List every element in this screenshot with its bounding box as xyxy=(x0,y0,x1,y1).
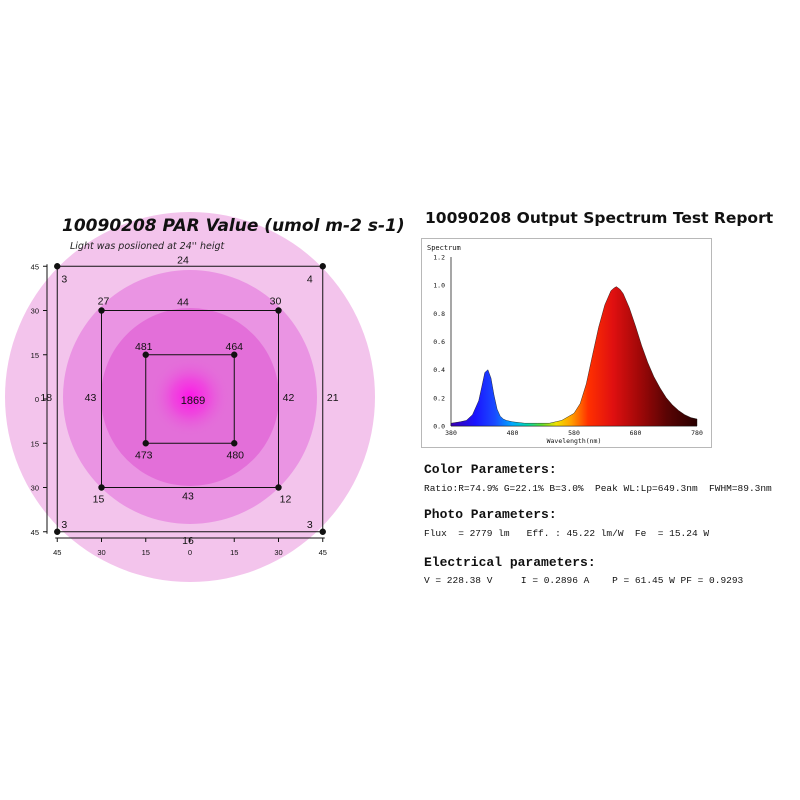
par-point xyxy=(54,263,61,270)
spectrum-y-tick-label: 0.0 xyxy=(433,423,445,431)
par-edge-label: 24 xyxy=(177,254,189,266)
par-y-tick-label: 0 xyxy=(35,395,39,404)
spectrum-x-tick-label: 780 xyxy=(691,429,703,437)
par-point xyxy=(231,440,238,447)
spectrum-y-tick-label: 0.4 xyxy=(433,366,445,374)
spectrum-y-tick-label: 1.0 xyxy=(433,282,445,290)
electrical-parameters-line: V = 228.38 V I = 0.2896 A P = 61.45 W PF… xyxy=(424,575,744,586)
par-y-tick-label: 15 xyxy=(31,351,39,360)
par-x-tick-label: 45 xyxy=(319,548,327,557)
par-chart-subtitle: Light was posiioned at 24'' heigt xyxy=(70,241,225,252)
par-value-label: 30 xyxy=(270,296,282,308)
spectrum-y-label: Spectrum xyxy=(427,244,461,252)
electrical-parameters-heading: Electrical parameters: xyxy=(424,555,596,570)
par-y-tick-label: 30 xyxy=(31,307,39,316)
par-y-tick-label: 15 xyxy=(31,439,39,448)
spectrum-title: 10090208 Output Spectrum Test Report xyxy=(425,209,774,227)
par-point xyxy=(54,528,61,535)
par-center-glow xyxy=(150,357,230,437)
par-edge-label: 42 xyxy=(283,392,295,404)
par-y-tick-label: 30 xyxy=(31,484,39,493)
par-value-label: 4 xyxy=(307,273,313,285)
par-y-tick-label: 45 xyxy=(31,528,39,537)
par-value-label: 3 xyxy=(307,519,313,531)
spectrum-x-tick-label: 480 xyxy=(507,429,519,437)
spectrum-x-label: Wavelength(nm) xyxy=(547,437,602,445)
par-point xyxy=(275,484,282,491)
spectrum-y-tick-label: 0.8 xyxy=(433,310,445,318)
par-edge-label: 21 xyxy=(327,392,339,404)
spectrum-x-tick-label: 380 xyxy=(445,429,457,437)
par-x-tick-label: 0 xyxy=(188,548,192,557)
par-value-label: 3 xyxy=(61,273,67,285)
spectrum-x-tick-label: 680 xyxy=(630,429,642,437)
par-point xyxy=(231,351,238,358)
par-square-30 xyxy=(101,310,279,488)
par-square-15 xyxy=(145,354,235,444)
par-point xyxy=(275,307,282,314)
par-value-label: 481 xyxy=(135,341,153,353)
color-parameters-heading: Color Parameters: xyxy=(424,462,557,477)
par-value-label: 15 xyxy=(93,494,105,506)
spectrum-y-tick-label: 0.6 xyxy=(433,338,445,346)
par-square-45 xyxy=(56,265,324,533)
par-value-label: 464 xyxy=(225,341,243,353)
par-x-tick-label: 15 xyxy=(142,548,150,557)
par-x-tick-label: 30 xyxy=(274,548,282,557)
par-edge-label: 18 xyxy=(40,392,52,404)
par-y-tick-label: 45 xyxy=(31,262,39,271)
par-value-label: 27 xyxy=(98,296,110,308)
par-chart-title: 10090208 PAR Value (umol m-2 s-1) xyxy=(62,216,405,236)
par-point xyxy=(142,440,149,447)
par-edge-label: 44 xyxy=(177,297,189,309)
par-x-tick-label: 30 xyxy=(97,548,105,557)
par-value-label: 480 xyxy=(226,449,244,461)
par-value-label: 473 xyxy=(135,449,153,461)
photo-parameters-line: Flux = 2779 lm Eff. : 45.22 lm/W Fe = 15… xyxy=(424,528,710,539)
photo-parameters-heading: Photo Parameters: xyxy=(424,507,557,522)
par-edge-label: 43 xyxy=(182,491,194,503)
par-point xyxy=(142,351,149,358)
spectrum-area xyxy=(450,286,698,427)
par-edge-label: 16 xyxy=(182,535,194,547)
par-x-tick-label: 45 xyxy=(53,548,61,557)
par-value-label: 3 xyxy=(61,519,67,531)
spectrum-y-tick-label: 1.2 xyxy=(433,254,445,262)
par-point xyxy=(98,307,105,314)
par-edge-label: 43 xyxy=(85,392,97,404)
spectrum-chart: 0.0 0.2 0.4 0.6 0.8 1.0 1.2 380 480 580 680 780 Spec… xyxy=(427,244,703,445)
spectrum-y-tick-label: 0.2 xyxy=(433,394,445,402)
par-center-value: 1869 xyxy=(181,395,205,407)
par-point xyxy=(319,528,326,535)
color-parameters-line: Ratio:R=74.9% G=22.1% B=3.0% Peak WL:Lp=… xyxy=(424,483,772,494)
par-x-tick-label: 15 xyxy=(230,548,238,557)
par-point xyxy=(98,484,105,491)
par-point xyxy=(319,263,326,270)
par-value-label: 12 xyxy=(280,494,292,506)
spectrum-x-tick-label: 580 xyxy=(568,429,580,437)
